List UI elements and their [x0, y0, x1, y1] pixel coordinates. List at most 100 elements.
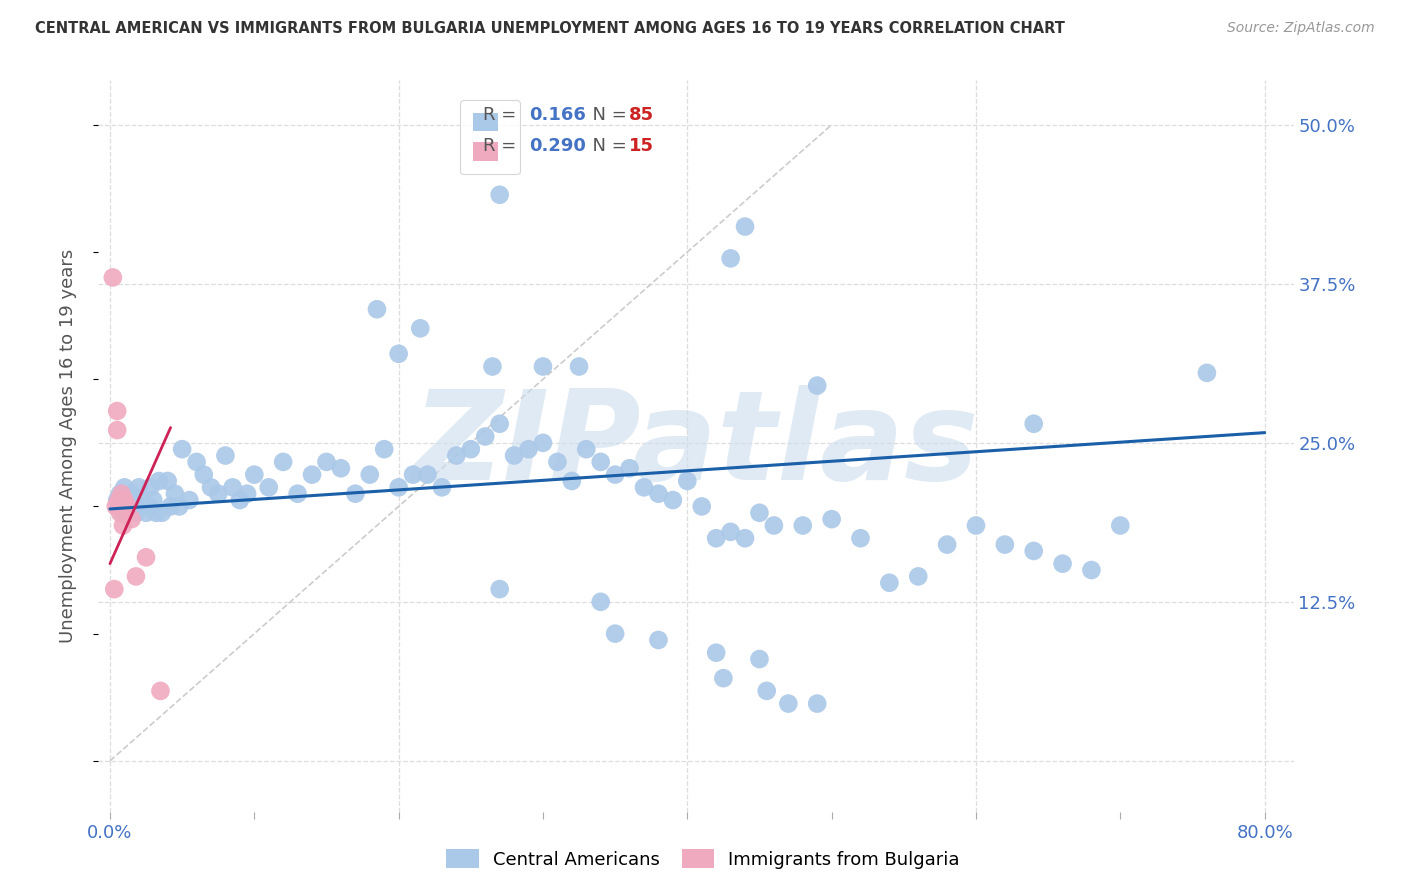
Point — [131, 493, 153, 508]
Point — [734, 219, 756, 234]
Point — [117, 500, 139, 514]
Point — [575, 442, 598, 457]
Point — [132, 500, 155, 514]
Point — [138, 500, 160, 514]
Point — [125, 569, 148, 583]
Point — [301, 467, 323, 482]
Text: 85: 85 — [628, 106, 654, 124]
Point — [820, 512, 842, 526]
Point — [373, 442, 395, 457]
Point — [135, 550, 157, 565]
Text: Source: ZipAtlas.com: Source: ZipAtlas.com — [1227, 21, 1375, 35]
Text: N =: N = — [581, 136, 633, 154]
Point — [748, 506, 770, 520]
Point — [778, 697, 800, 711]
Point — [568, 359, 591, 374]
Point — [236, 486, 259, 500]
Point — [517, 442, 540, 457]
Point — [1022, 544, 1045, 558]
Point — [734, 531, 756, 545]
Point — [605, 467, 627, 482]
Point — [720, 524, 742, 539]
Point — [110, 486, 132, 500]
Point — [690, 500, 713, 514]
Point — [676, 474, 699, 488]
Point — [271, 455, 294, 469]
Point — [402, 467, 425, 482]
Point — [446, 449, 468, 463]
Point — [108, 486, 131, 500]
Point — [135, 506, 157, 520]
Point — [531, 359, 554, 374]
Point — [720, 252, 742, 266]
Point — [1109, 518, 1132, 533]
Point — [105, 404, 128, 418]
Point — [149, 684, 172, 698]
Point — [589, 595, 612, 609]
Point — [488, 582, 510, 596]
Point — [388, 347, 411, 361]
Text: R =: R = — [484, 136, 522, 154]
Point — [139, 480, 162, 494]
Point — [662, 493, 685, 508]
Point — [460, 442, 482, 457]
Point — [148, 474, 170, 488]
Point — [1052, 557, 1074, 571]
Point — [762, 518, 785, 533]
Text: CENTRAL AMERICAN VS IMMIGRANTS FROM BULGARIA UNEMPLOYMENT AMONG AGES 16 TO 19 YE: CENTRAL AMERICAN VS IMMIGRANTS FROM BULG… — [35, 21, 1064, 36]
Point — [329, 461, 352, 475]
Point — [531, 435, 554, 450]
Point — [193, 467, 215, 482]
Point — [605, 626, 627, 640]
Point — [118, 500, 141, 514]
Point — [430, 480, 453, 494]
Point — [111, 506, 134, 520]
Point — [287, 486, 309, 500]
Point — [111, 518, 134, 533]
Point — [806, 378, 828, 392]
Point — [117, 493, 139, 508]
Point — [503, 449, 526, 463]
Point — [589, 455, 612, 469]
Text: R =: R = — [484, 106, 522, 124]
Text: 15: 15 — [628, 136, 654, 154]
Point — [101, 270, 124, 285]
Point — [366, 302, 388, 317]
Point — [1022, 417, 1045, 431]
Point — [122, 500, 145, 514]
Point — [713, 671, 735, 685]
Text: 0.290: 0.290 — [529, 136, 585, 154]
Point — [965, 518, 987, 533]
Point — [125, 506, 148, 520]
Point — [128, 480, 150, 494]
Point — [257, 480, 280, 494]
Point — [156, 474, 179, 488]
Point — [879, 575, 901, 590]
Point — [755, 684, 778, 698]
Point — [561, 474, 583, 488]
Point — [344, 486, 367, 500]
Point — [849, 531, 872, 545]
Point — [704, 646, 727, 660]
Point — [121, 486, 143, 500]
Point — [647, 632, 669, 647]
Point — [936, 538, 959, 552]
Point — [163, 486, 186, 500]
Point — [179, 493, 201, 508]
Point — [105, 493, 128, 508]
Point — [359, 467, 381, 482]
Point — [488, 417, 510, 431]
Point — [221, 480, 243, 494]
Point — [243, 467, 266, 482]
Point — [145, 506, 167, 520]
Text: 0.166: 0.166 — [529, 106, 585, 124]
Point — [546, 455, 568, 469]
Point — [792, 518, 814, 533]
Point — [104, 500, 127, 514]
Point — [103, 582, 125, 596]
Point — [416, 467, 439, 482]
Point — [107, 493, 129, 508]
Point — [488, 187, 510, 202]
Legend: , : , — [460, 100, 520, 174]
Point — [150, 506, 173, 520]
